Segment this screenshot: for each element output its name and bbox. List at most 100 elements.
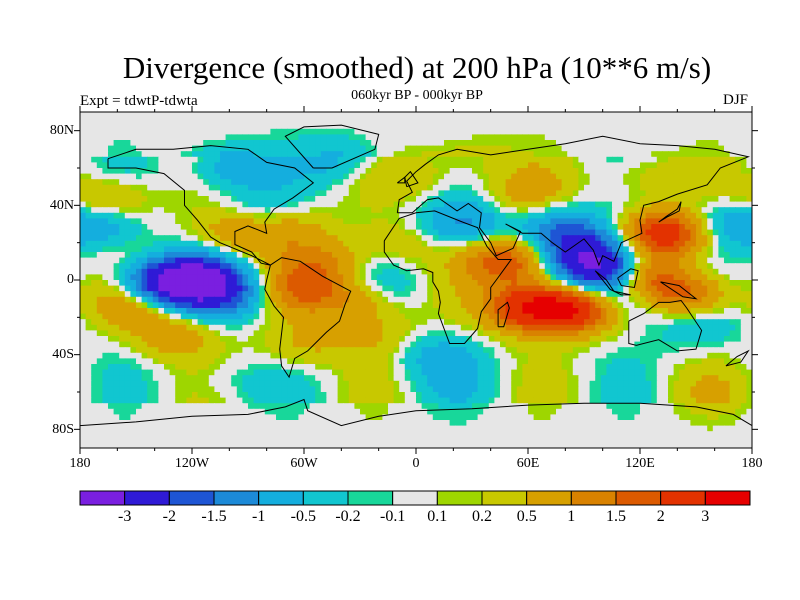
field-cell (220, 313, 227, 320)
field-cell (80, 336, 87, 343)
field-cell (360, 212, 367, 219)
field-cell (640, 134, 647, 141)
field-cell (242, 140, 249, 147)
field-cell (662, 274, 669, 281)
field-cell (572, 162, 579, 169)
field-cell (175, 196, 182, 203)
field-cell (382, 151, 389, 158)
field-cell (656, 196, 663, 203)
field-cell (746, 112, 752, 119)
field-cell (348, 224, 355, 231)
field-cell (444, 291, 451, 298)
field-cell (662, 330, 669, 337)
field-cell (606, 336, 613, 343)
field-cell (85, 196, 92, 203)
field-cell (80, 319, 87, 326)
field-cell (292, 235, 299, 242)
field-cell (516, 173, 523, 180)
field-cell (556, 134, 563, 141)
field-cell (113, 145, 120, 152)
field-cell (516, 207, 523, 214)
field-cell (404, 145, 411, 152)
field-cell (309, 173, 316, 180)
field-cell (141, 145, 148, 152)
field-cell (292, 330, 299, 337)
field-cell (332, 246, 339, 253)
field-cell (477, 168, 484, 175)
field-cell (315, 341, 322, 348)
field-cell (656, 168, 663, 175)
field-cell (740, 212, 747, 219)
field-cell (628, 168, 635, 175)
field-cell (326, 184, 333, 191)
field-cell (617, 285, 624, 292)
field-cell (113, 302, 120, 309)
field-cell (628, 156, 635, 163)
field-cell (259, 112, 266, 119)
field-cell (281, 190, 288, 197)
field-cell (91, 336, 98, 343)
field-cell (376, 240, 383, 247)
field-cell (460, 151, 467, 158)
field-cell (348, 173, 355, 180)
field-cell (320, 291, 327, 298)
field-cell (136, 156, 143, 163)
field-cell (320, 229, 327, 236)
field-cell (259, 117, 266, 124)
field-cell (164, 218, 171, 225)
field-cell (169, 319, 176, 326)
field-cell (259, 218, 266, 225)
field-cell (214, 162, 221, 169)
field-cell (589, 190, 596, 197)
field-cell (376, 268, 383, 275)
field-cell (124, 302, 131, 309)
field-cell (634, 246, 641, 253)
field-cell (634, 291, 641, 298)
field-cell (600, 324, 607, 331)
field-cell (208, 145, 215, 152)
field-cell (634, 235, 641, 242)
field-cell (276, 224, 283, 231)
field-cell (404, 224, 411, 231)
field-cell (740, 162, 747, 169)
field-cell (197, 117, 204, 124)
field-cell (136, 184, 143, 191)
field-cell (578, 156, 585, 163)
field-cell (679, 123, 686, 130)
field-cell (388, 196, 395, 203)
field-cell (617, 302, 624, 309)
field-cell (488, 274, 495, 281)
field-cell (354, 341, 361, 348)
field-cell (477, 330, 484, 337)
field-cell (326, 112, 333, 119)
field-cell (556, 252, 563, 259)
field-cell (466, 207, 473, 214)
field-cell (735, 268, 742, 275)
field-cell (589, 296, 596, 303)
field-cell (270, 235, 277, 242)
field-cell (432, 341, 439, 348)
field-cell (388, 263, 395, 270)
field-cell (724, 196, 731, 203)
field-cell (578, 240, 585, 247)
field-cell (164, 235, 171, 242)
field-cell (449, 140, 456, 147)
field-cell (707, 179, 714, 186)
field-cell (253, 336, 260, 343)
field-cell (141, 151, 148, 158)
field-cell (628, 117, 635, 124)
field-cell (158, 240, 165, 247)
field-cell (404, 134, 411, 141)
field-cell (382, 246, 389, 253)
field-cell (539, 263, 546, 270)
field-cell (91, 224, 98, 231)
field-cell (231, 173, 238, 180)
field-cell (584, 291, 591, 298)
field-cell (511, 285, 518, 292)
field-cell (276, 128, 283, 135)
field-cell (729, 319, 736, 326)
field-cell (460, 240, 467, 247)
field-cell (164, 285, 171, 292)
field-cell (522, 168, 529, 175)
field-cell (718, 246, 725, 253)
